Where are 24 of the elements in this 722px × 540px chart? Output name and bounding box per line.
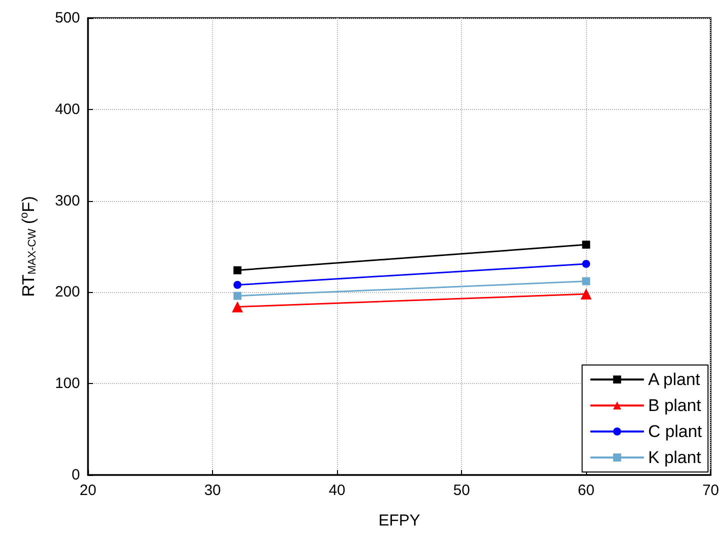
- point: [582, 277, 590, 286]
- x-tick-label: 30: [204, 482, 221, 499]
- legend-label: A plant: [648, 370, 700, 389]
- legend-label: K plant: [648, 448, 702, 467]
- legend-label: B plant: [648, 396, 702, 415]
- x-tick-label: 20: [80, 482, 96, 499]
- y-tick-label: 200: [54, 284, 80, 301]
- y-tick-label: 500: [54, 10, 80, 26]
- point: [233, 266, 242, 274]
- x-tick-label: 60: [578, 482, 594, 499]
- x-tick-label: 40: [328, 482, 346, 499]
- y-tick-label: 300: [54, 192, 80, 210]
- x-tick-label: 50: [453, 482, 470, 499]
- y-tick-label: 100: [54, 375, 80, 392]
- y-tick-label: 0: [72, 466, 80, 484]
- x-axis-title: EFPY: [378, 512, 421, 530]
- point: [582, 240, 590, 249]
- y-tick-label: 400: [54, 100, 80, 118]
- point: [582, 260, 590, 268]
- y-axis-title: RTMAX-CW (oF): [18, 196, 38, 297]
- legend-label: C plant: [648, 422, 702, 441]
- point: [233, 280, 242, 289]
- x-tick-label: 70: [702, 482, 719, 499]
- point: [233, 292, 242, 300]
